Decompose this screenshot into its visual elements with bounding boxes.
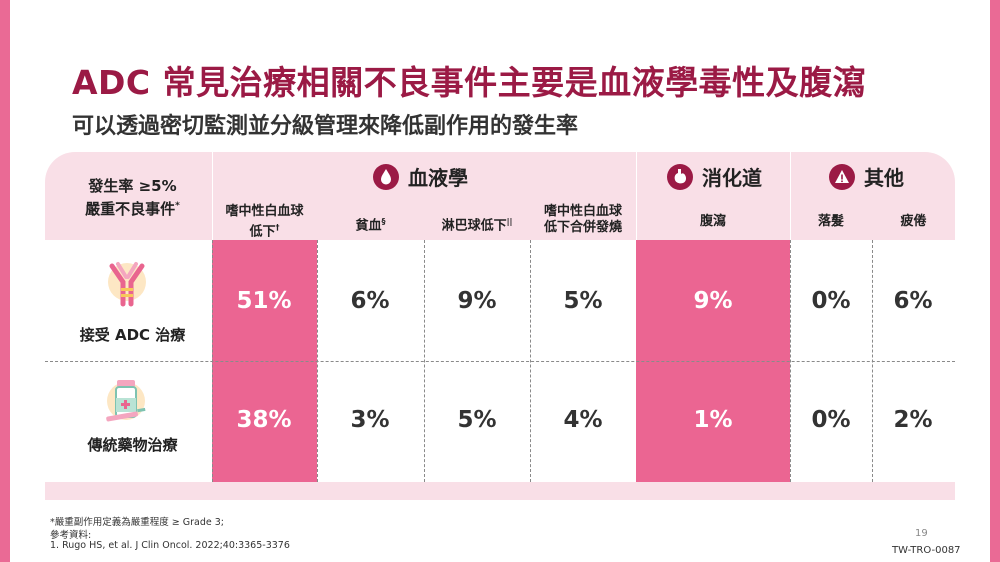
value-adc-lymphopenia: 9% bbox=[457, 288, 497, 314]
column-header-line: 淋巴球低下 bbox=[441, 218, 507, 234]
table-footer-band bbox=[45, 482, 955, 500]
column-header-diarrhea: 腹瀉 bbox=[636, 214, 790, 230]
antibody-icon bbox=[104, 260, 150, 310]
value-conv-lymphopenia: 5% bbox=[457, 407, 497, 433]
column-header-line: 嗜中性白血球 bbox=[543, 204, 622, 219]
value-conv-alopecia: 0% bbox=[811, 407, 851, 433]
page-subtitle: 可以透過密切監測並分級管理來降低副作用的發生率 bbox=[72, 114, 579, 139]
stomach-icon bbox=[666, 163, 694, 191]
row-label-adc: 接受 ADC 治療 bbox=[79, 326, 186, 344]
category-digestive-label: 消化道 bbox=[702, 166, 762, 190]
blood-drop-icon bbox=[372, 163, 400, 191]
medicine-vial-icon bbox=[102, 376, 150, 426]
value-adc-fatigue: 6% bbox=[893, 288, 933, 314]
table-corner-header: 發生率 ≥5% 嚴重不良事件* bbox=[50, 176, 215, 219]
value-conv-fatigue: 2% bbox=[893, 407, 933, 433]
footnote-reference-1: 1. Rugo HS, et al. J Clin Oncol. 2022;40… bbox=[50, 540, 290, 551]
category-other-label: 其他 bbox=[864, 166, 904, 190]
column-header-febrile-neutropenia: 嗜中性白血球 低下合併發燒 bbox=[530, 204, 636, 236]
column-header-line: 腹瀉 bbox=[699, 214, 726, 229]
column-header-line: 疲倦 bbox=[900, 214, 927, 229]
column-header-line: 嗜中性白血球 bbox=[225, 204, 304, 219]
column-header-line: 低下 bbox=[249, 224, 276, 240]
value-adc-alopecia: 0% bbox=[811, 288, 851, 314]
footnote-marker: § bbox=[381, 217, 386, 226]
column-header-neutropenia: 嗜中性白血球 低下† bbox=[212, 204, 317, 240]
value-conv-anemia: 3% bbox=[350, 407, 390, 433]
corner-header-line1: 發生率 ≥5% bbox=[88, 177, 177, 195]
warning-icon bbox=[828, 163, 856, 191]
column-header-lymphopenia: 淋巴球低下|| bbox=[424, 214, 530, 234]
value-adc-febrile-neutropenia: 5% bbox=[563, 288, 603, 314]
header-separator bbox=[636, 152, 637, 240]
page-number: 19 bbox=[915, 528, 928, 539]
corner-header-marker: * bbox=[175, 201, 180, 211]
footnote-marker: || bbox=[506, 217, 513, 226]
left-accent-bar bbox=[0, 0, 10, 562]
column-header-fatigue: 疲倦 bbox=[872, 214, 955, 230]
value-adc-anemia: 6% bbox=[350, 288, 390, 314]
header-separator bbox=[212, 152, 213, 240]
footnote-references-heading: 參考資料: bbox=[50, 530, 92, 541]
row-label-conventional: 傳統藥物治療 bbox=[87, 436, 178, 454]
value-adc-diarrhea: 9% bbox=[693, 288, 733, 314]
value-conv-febrile-neutropenia: 4% bbox=[563, 407, 603, 433]
row-separator bbox=[45, 361, 955, 362]
value-conv-neutropenia: 38% bbox=[236, 407, 292, 433]
category-other: 其他 bbox=[828, 162, 904, 191]
footnote-marker: † bbox=[275, 223, 280, 232]
footnote-definition: *嚴重副作用定義為嚴重程度 ≥ Grade 3; bbox=[50, 517, 224, 528]
category-digestive: 消化道 bbox=[666, 162, 762, 191]
column-header-line: 貧血 bbox=[355, 218, 382, 234]
category-hematology-label: 血液學 bbox=[408, 166, 468, 190]
column-header-line: 低下合併發燒 bbox=[543, 220, 622, 235]
category-hematology: 血液學 bbox=[372, 162, 468, 191]
table-header-background bbox=[45, 152, 955, 240]
corner-header-line2: 嚴重不良事件 bbox=[85, 200, 176, 218]
value-conv-diarrhea: 1% bbox=[693, 407, 733, 433]
header-separator bbox=[790, 152, 791, 240]
value-adc-neutropenia: 51% bbox=[236, 288, 292, 314]
column-header-anemia: 貧血§ bbox=[317, 214, 424, 234]
column-header-alopecia: 落髮 bbox=[790, 214, 872, 230]
right-accent-bar bbox=[990, 0, 1000, 562]
page-title: ADC 常見治療相關不良事件主要是血液學毒性及腹瀉 bbox=[72, 63, 867, 102]
document-code: TW-TRO-0087 bbox=[892, 545, 961, 556]
column-header-line: 落髮 bbox=[817, 214, 844, 229]
